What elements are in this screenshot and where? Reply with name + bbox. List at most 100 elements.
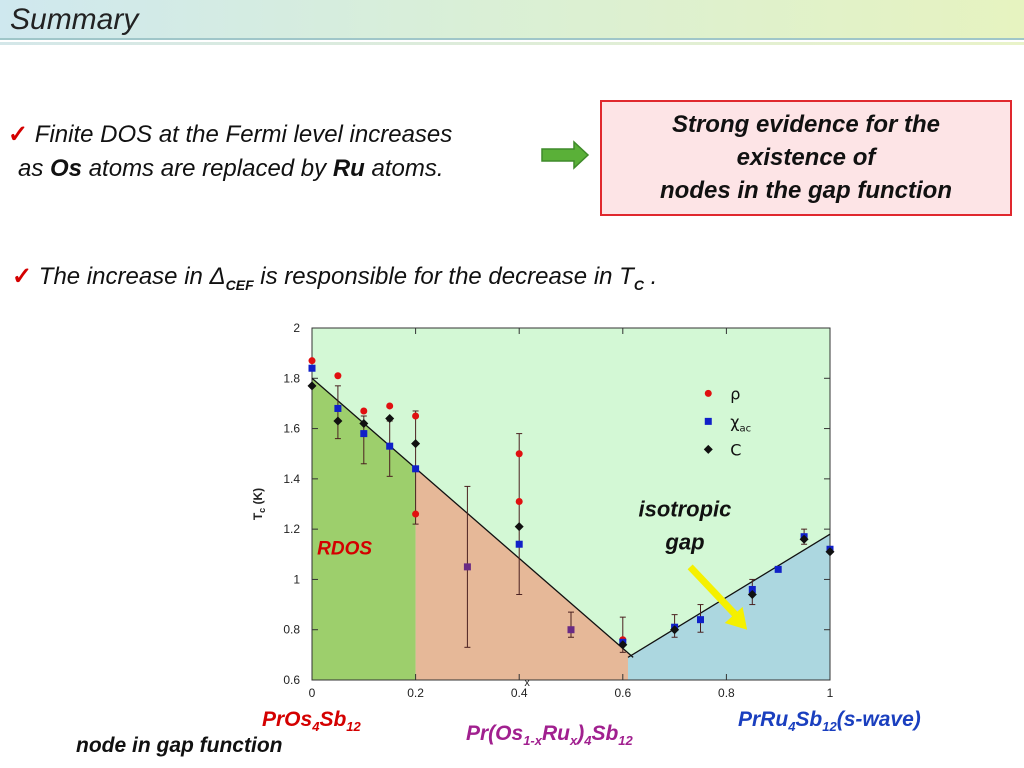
bullet-cef-text-a: The increase in Δ	[38, 263, 226, 290]
legend-label: C	[730, 440, 741, 459]
title-underline	[0, 42, 1024, 45]
phase-diagram-chart: 0.6 0.8 1 1.2 1.4 1.6 1.8 2 0 0.2 0.4 0.6 0.8 1 x Tc (K…	[251, 321, 835, 700]
legend-marker	[703, 444, 713, 454]
data-point-diamond	[799, 534, 809, 544]
evidence-box: Strong evidence for the existence of nod…	[600, 100, 1012, 216]
data-point-square	[463, 563, 471, 571]
data-point-diamond	[307, 381, 317, 391]
yellow-arrow-head	[724, 606, 748, 630]
bullet-dos-text-b: atoms are replaced by	[82, 155, 333, 182]
plot-frame	[311, 327, 831, 681]
bullet-dos-line1: Finite DOS at the Fermi level increases	[34, 121, 453, 148]
os-text: Os	[50, 155, 83, 182]
bullet-cef: ✓ The increase in ΔCEF is responsible fo…	[12, 262, 657, 293]
legend-label: ρ	[730, 384, 740, 403]
pros-sub1: 4	[312, 719, 320, 735]
data-point-diamond	[825, 547, 835, 557]
right-sub2: 12	[822, 719, 837, 735]
data-point-square	[567, 626, 575, 634]
evidence-line2: existence of	[736, 144, 876, 171]
annotation-gap: gap	[664, 529, 704, 554]
right-sub1: 4	[788, 719, 796, 735]
data-point-circle	[386, 402, 394, 410]
x-tick-label: 0	[309, 686, 316, 700]
data-point-square	[774, 565, 782, 573]
y-axis-label: Tc (K)	[251, 488, 267, 520]
data-point-diamond	[670, 625, 680, 635]
y-tick-label: 1.4	[283, 472, 300, 486]
y-tick-label: 0.8	[283, 623, 300, 637]
mid-a: Pr(Os	[466, 722, 524, 745]
ru-text: Ru	[332, 155, 365, 182]
data-point-diamond	[747, 590, 757, 600]
legend-marker	[704, 389, 712, 397]
data-point-circle	[412, 412, 420, 420]
y-tick-label: 2	[293, 321, 300, 335]
fit-line-2	[627, 533, 831, 658]
y-tick-label: 1.2	[283, 522, 300, 536]
data-point-diamond	[514, 522, 524, 532]
y-tick-label: 1.8	[283, 371, 300, 385]
x-tick-label: 0.4	[511, 686, 528, 700]
data-point-diamond	[333, 416, 343, 426]
data-point-square	[697, 616, 704, 624]
data-point-circle	[412, 510, 420, 518]
x-axis-label: x	[524, 677, 530, 689]
data-point-square	[515, 540, 523, 548]
data-point-square	[412, 465, 420, 473]
label-pru4sb12: PrRu4Sb12(s-wave)	[738, 708, 921, 734]
y-tick-label: 0.6	[283, 673, 300, 687]
region-nodal	[415, 468, 634, 680]
pros-sub2: 12	[346, 719, 361, 735]
right-c: (s-wave)	[836, 708, 921, 731]
data-point-circle	[515, 497, 523, 505]
x-tick-label: 0.6	[614, 686, 631, 700]
mid-b: Ru	[541, 722, 570, 745]
check-icon: ✓	[8, 121, 29, 148]
legend-marker	[704, 417, 712, 425]
mid-sub1: 1-x	[523, 733, 542, 749]
evidence-line3: nodes in the gap function	[660, 177, 952, 204]
mid-sub3: 4	[584, 733, 592, 749]
bullet-dos-text-a: as	[18, 155, 51, 182]
data-point-square	[308, 364, 316, 372]
title-bar: Summary	[0, 0, 1024, 40]
pros-text: PrOs	[262, 708, 313, 731]
label-pros4sb12: PrOs4Sb12	[262, 708, 361, 734]
cef-sub: CEF	[225, 276, 254, 293]
bullet-dos-text-c: atoms.	[364, 155, 444, 182]
yellow-arrow-shaft	[687, 564, 744, 624]
bullet-cef-text-c: .	[643, 263, 658, 290]
right-arrow-icon	[541, 140, 590, 170]
data-point-square	[748, 585, 756, 593]
x-tick-label: 1	[827, 686, 834, 700]
y-tick-label: 1.6	[283, 422, 300, 436]
data-point-diamond	[385, 414, 395, 424]
data-point-square	[386, 442, 394, 450]
tc-sub: C	[633, 276, 644, 293]
data-point-square	[334, 404, 342, 412]
data-point-diamond	[359, 419, 369, 429]
data-point-circle	[515, 450, 523, 458]
y-tick-label: 1	[293, 572, 300, 586]
legend-label: χac	[730, 412, 751, 434]
x-tick-label: 0.8	[718, 686, 735, 700]
x-tick-label: 0.2	[407, 686, 424, 700]
data-point-circle	[334, 372, 342, 380]
pros-sb: Sb	[319, 708, 347, 731]
data-point-square	[360, 430, 368, 438]
mid-d: Sb	[591, 722, 619, 745]
right-a: PrRu	[738, 708, 789, 731]
label-mixed-compound: Pr(Os1-xRux)4Sb12	[466, 722, 633, 748]
mid-sub4: 12	[618, 733, 633, 749]
evidence-line1: Strong evidence for the	[671, 111, 941, 138]
data-point-diamond	[618, 640, 628, 650]
right-b: Sb	[795, 708, 823, 731]
data-point-circle	[360, 407, 368, 415]
slide-title: Summary	[10, 3, 139, 36]
data-point-circle	[308, 357, 316, 365]
annotation-rdos: RDOS	[317, 538, 372, 559]
mid-c: )	[577, 722, 585, 745]
bullet-dos: ✓ Finite DOS at the Fermi level increase…	[8, 118, 452, 186]
check-icon: ✓	[12, 263, 33, 290]
